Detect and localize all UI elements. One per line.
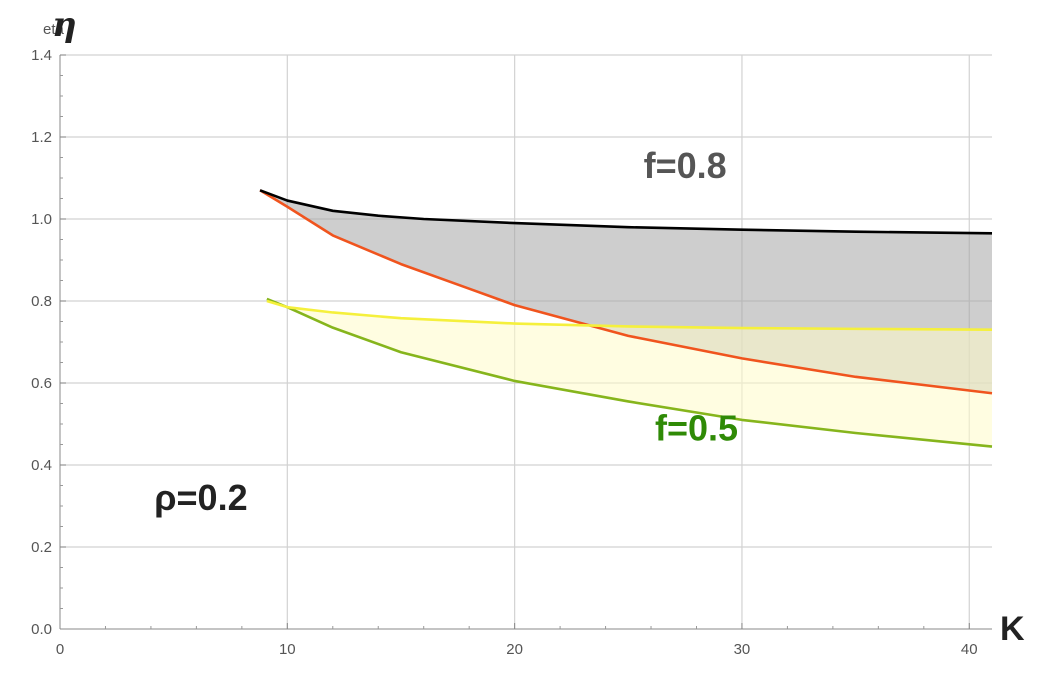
x-tick-label: 20 (506, 641, 523, 658)
y-tick-label: 1.0 (31, 211, 52, 228)
y-axis-label: η (52, 5, 77, 45)
lower-curve (259, 189, 993, 395)
upper-curve (259, 189, 993, 235)
x-axis-label: K (1000, 610, 1025, 648)
tick-labels: 0 10 20 30 40 0.0 0.2 0.4 0.6 0.8 1.0 1.2 1.4 (31, 47, 977, 658)
band-curves (259, 189, 993, 448)
y-tick-label: 0.6 (31, 375, 52, 392)
y-tick-label: 0.2 (31, 539, 52, 556)
band-fill (266, 298, 993, 447)
annotation-label: ρ=0.2 (154, 477, 247, 518)
upper-curve (266, 299, 993, 331)
annotations: f=0.8 f=0.5 ρ=0.2 (154, 145, 738, 518)
y-tick-label: 0.8 (31, 293, 52, 310)
ticks (59, 54, 970, 630)
y-axis-label-small: eta (43, 21, 65, 38)
x-tick-label: 30 (734, 641, 751, 658)
x-tick-label: 40 (961, 641, 978, 658)
band-fills (260, 190, 993, 447)
lower-curve (266, 297, 993, 448)
y-tick-label: 1.4 (31, 47, 52, 64)
y-tick-label: 1.2 (31, 129, 52, 146)
annotation-label: f=0.8 (644, 145, 727, 186)
x-tick-label: 10 (279, 641, 296, 658)
x-tick-label: 0 (56, 641, 64, 658)
y-tick-label: 0.4 (31, 457, 52, 474)
y-tick-label: 0.0 (31, 621, 52, 638)
annotation-label: f=0.5 (655, 407, 738, 448)
